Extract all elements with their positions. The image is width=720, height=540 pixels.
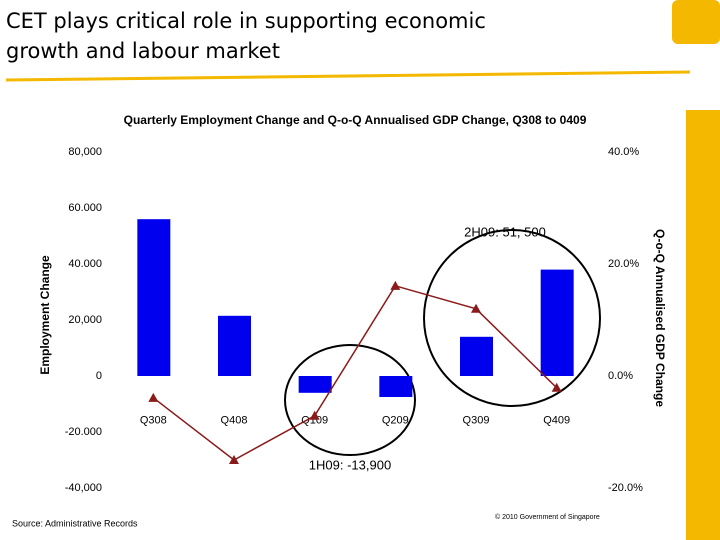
y-tick-label: 40.000 bbox=[68, 258, 102, 270]
side-accent bbox=[686, 110, 720, 540]
y2-tick-label: 20.0% bbox=[608, 258, 639, 270]
marker bbox=[471, 303, 481, 313]
bar bbox=[540, 269, 574, 376]
y-tick-label: -40,000 bbox=[65, 482, 102, 494]
line bbox=[152, 284, 558, 461]
x-tick-label: Q309 bbox=[463, 415, 490, 427]
x-tick-label: Q209 bbox=[382, 415, 409, 427]
marker bbox=[148, 392, 159, 402]
highlight-ellipse bbox=[284, 344, 416, 456]
annotation: 2H09: 51, 500 bbox=[464, 224, 546, 239]
bar bbox=[379, 376, 413, 397]
chart-title: Quarterly Employment Change and Q-o-Q An… bbox=[124, 113, 587, 127]
y2-tick-label: -20.0% bbox=[608, 482, 643, 494]
marker bbox=[309, 410, 320, 420]
source: Source: Administrative Records bbox=[12, 518, 138, 528]
copyright: © 2010 Government of Singapore bbox=[495, 513, 600, 521]
title-underline bbox=[5, 70, 691, 82]
y2-axis-label: Q-o-Q Annualised GDP Change bbox=[653, 229, 667, 407]
marker bbox=[551, 382, 562, 392]
y-tick-label: 0 bbox=[96, 370, 102, 382]
corner-accent bbox=[672, 0, 720, 44]
y2-tick-label: 40.0% bbox=[608, 146, 639, 158]
highlight-ellipse bbox=[423, 229, 601, 407]
y2-tick-label: 0.0% bbox=[608, 370, 633, 382]
y-tick-label: -20.000 bbox=[65, 426, 102, 438]
annotation: 1H09: -13,900 bbox=[309, 457, 391, 472]
y-tick-label: 60.000 bbox=[68, 202, 102, 214]
bar bbox=[137, 219, 171, 376]
x-tick-label: Q409 bbox=[543, 415, 570, 427]
y-tick-label: 20,000 bbox=[68, 314, 102, 326]
x-tick-label: Q408 bbox=[221, 415, 248, 427]
y-axis-label: Employment Change bbox=[38, 255, 52, 375]
marker bbox=[229, 455, 239, 464]
marker bbox=[390, 280, 401, 290]
bar bbox=[460, 336, 493, 376]
y-tick-label: 80,000 bbox=[68, 146, 102, 158]
slide-title: CET plays critical role in supporting ec… bbox=[6, 9, 486, 63]
bar bbox=[298, 376, 332, 393]
x-tick-label: Q308 bbox=[140, 415, 167, 427]
x-tick-label: Q109 bbox=[301, 415, 328, 427]
bar bbox=[218, 315, 251, 376]
